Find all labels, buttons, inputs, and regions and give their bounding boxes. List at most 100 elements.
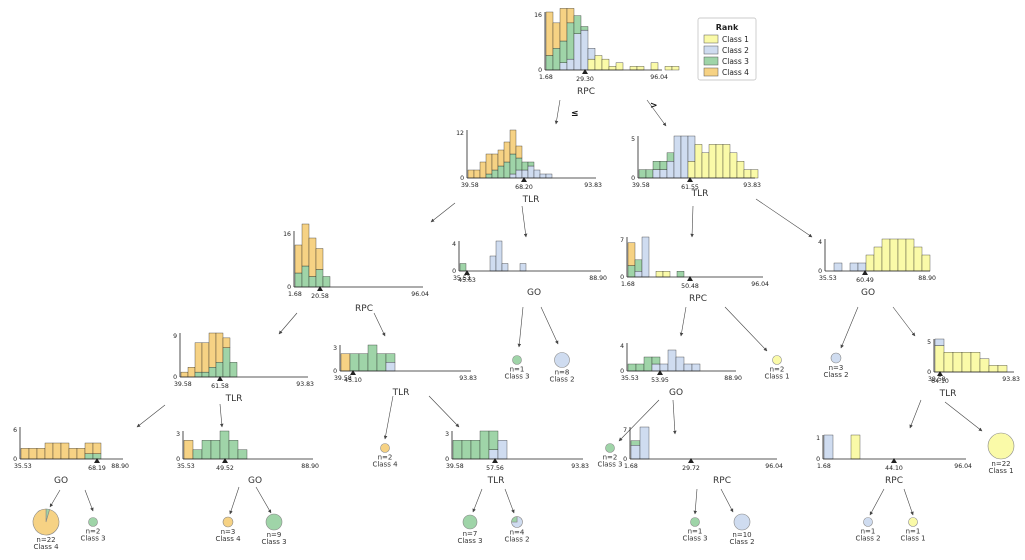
histogram-bar: [961, 352, 972, 373]
histogram-bar: [873, 246, 883, 272]
leaf-pie-slice: [380, 443, 390, 453]
tree-edge: [428, 395, 460, 428]
split-marker-icon: [657, 370, 663, 375]
x-tick-min: 39.58: [461, 182, 479, 189]
leaf-class: Class 3: [261, 538, 286, 546]
x-tick-max: 88.90: [724, 375, 742, 382]
split-threshold-label: 57.56: [486, 465, 504, 472]
histogram-bar: [521, 169, 529, 179]
histogram-bar: [627, 265, 636, 278]
histogram-bar: [527, 165, 535, 179]
split-threshold-label: 49.52: [216, 465, 234, 472]
leaf-pie-slice: [512, 355, 522, 365]
histogram-bar: [194, 371, 203, 378]
tree-edge: [430, 202, 456, 223]
histogram-bar: [943, 352, 954, 373]
histogram-bar: [552, 22, 561, 49]
legend-swatch: [703, 45, 719, 55]
histogram-bar: [743, 169, 752, 179]
histogram-bar: [208, 332, 217, 368]
histogram-bar: [701, 152, 710, 179]
histogram-bar: [997, 365, 1008, 373]
split-threshold-label: 53.95: [651, 377, 669, 384]
tree-edge: [255, 486, 272, 514]
histogram-bar: [194, 342, 203, 373]
histogram-bar: [634, 271, 643, 278]
split-feature-label: RPC: [885, 476, 903, 486]
split-node-n_go_rr: 4 035.53 88.90 60.49 GO: [818, 238, 936, 298]
x-tick-max: 88.90: [589, 275, 607, 282]
leaf-class: Class 4: [33, 543, 59, 551]
tree-edge: [517, 306, 524, 348]
legend-label: Class 1: [722, 35, 749, 44]
y-tick-zero: 0: [287, 284, 291, 291]
x-tick-max: 93.83: [571, 463, 589, 470]
leaf-pie-slice: [554, 352, 570, 368]
histogram-bar: [634, 259, 643, 272]
split-node-n_go_lllr: 3 035.53 88.90 49.52 GO: [176, 430, 319, 486]
tree-edge: [229, 486, 240, 515]
tree-edge: [892, 306, 916, 337]
tree-edge: [136, 404, 166, 428]
histogram-bar: [228, 440, 239, 460]
histogram-bar: [881, 238, 891, 272]
histogram-bar: [566, 22, 575, 60]
y-tick-max: 6: [13, 427, 17, 434]
histogram-bar: [489, 255, 497, 272]
histogram-bar: [552, 48, 561, 71]
y-tick-max: 16: [534, 12, 542, 19]
x-tick-max: 96.04: [650, 74, 668, 81]
leaf-count: n=7: [463, 530, 478, 538]
leaf-count: n=1: [861, 528, 876, 536]
y-tick-zero: 0: [538, 67, 542, 74]
histogram-bar: [473, 169, 481, 179]
split-threshold-label: 29.30: [576, 76, 594, 83]
x-tick-max: 88.90: [301, 463, 319, 470]
tree-edge: [84, 489, 94, 512]
histogram-bar: [497, 440, 508, 460]
x-tick-max: 93.83: [459, 375, 477, 382]
x-tick-min: 1.68: [624, 463, 638, 470]
split-marker-icon: [94, 458, 100, 463]
histogram-bar: [495, 240, 503, 272]
y-tick-zero: 0: [620, 274, 624, 281]
histogram-bar: [865, 254, 875, 272]
tree-edge: [944, 401, 983, 432]
histogram-bar: [180, 371, 189, 378]
x-tick-min: 1.68: [539, 74, 553, 81]
histogram-bar: [671, 66, 680, 71]
split-node-n_go_lr: 4 035.53 88.90 45.63 GO: [452, 240, 607, 298]
x-tick-min: 39.58: [928, 376, 946, 383]
legend-title: Rank: [716, 23, 739, 32]
histogram-bar: [503, 161, 511, 179]
x-tick-max: 88.90: [111, 463, 129, 470]
tree-edge: [869, 488, 885, 516]
tree-edge: [504, 488, 515, 514]
x-tick-min: 39.58: [446, 463, 464, 470]
histogram-bar: [503, 141, 511, 163]
leaf-pie-slice: [511, 516, 518, 523]
tree-edge: [472, 488, 483, 513]
histogram-bar: [650, 62, 659, 71]
histogram-bar: [497, 165, 505, 179]
y-tick-zero: 0: [452, 268, 456, 275]
histogram-bar: [521, 161, 529, 171]
leaf-count: n=1: [688, 528, 703, 536]
tree-edge: [724, 306, 768, 352]
histogram-bar: [183, 440, 194, 460]
split-feature-label: GO: [527, 288, 541, 298]
histogram-bar: [651, 363, 661, 372]
histogram-bar: [519, 263, 527, 272]
histogram-bar: [666, 161, 675, 179]
histogram-bar: [497, 149, 505, 167]
histogram-bar: [687, 135, 696, 162]
leaf-count: n=2: [378, 454, 393, 462]
histogram-bar: [645, 169, 654, 179]
leaf-pie-slice: [511, 516, 523, 528]
